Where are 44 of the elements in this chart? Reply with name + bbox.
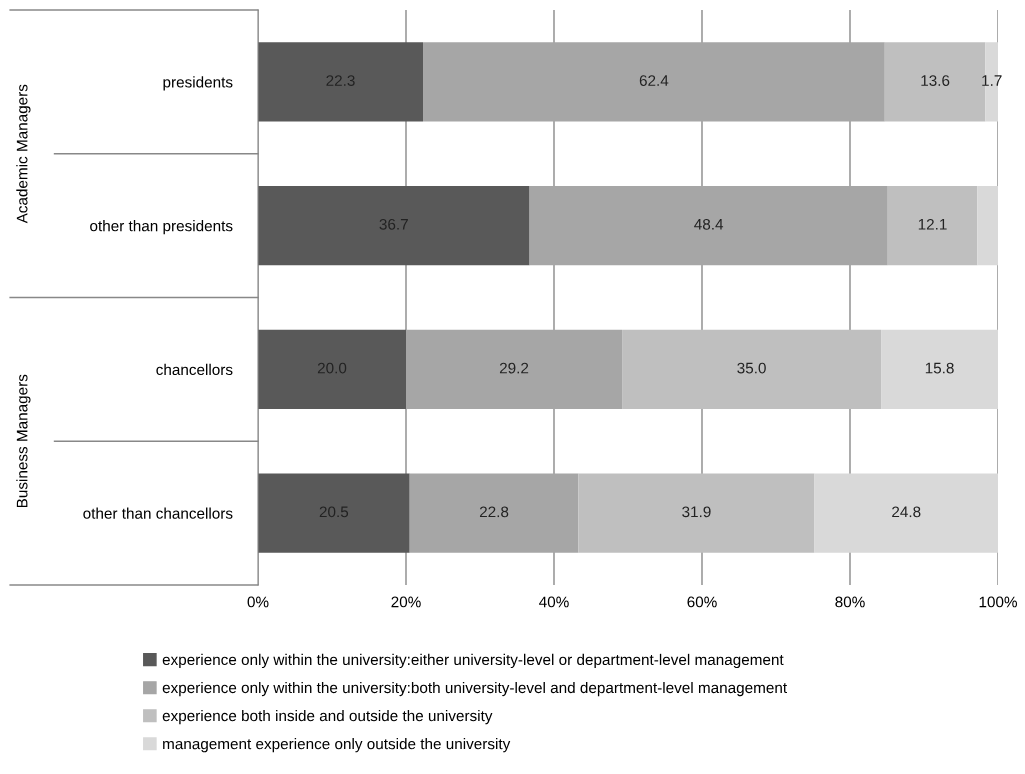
text: Business Managers bbox=[16, 374, 31, 508]
text: Academic Managers bbox=[16, 84, 31, 224]
legend-label: experience only within the university:either university-level or department-level management bbox=[162, 653, 784, 669]
bar bbox=[258, 329, 406, 409]
data-label: 15.8 bbox=[925, 362, 954, 374]
data-label: 35.0 bbox=[737, 362, 766, 374]
legend-label: experience both inside and outside the university bbox=[162, 709, 493, 725]
x-tick-label: 80% bbox=[835, 596, 865, 608]
bar bbox=[258, 473, 410, 553]
bar bbox=[423, 42, 885, 122]
bar bbox=[578, 473, 815, 553]
bar bbox=[622, 329, 882, 409]
x-tick-label: 40% bbox=[539, 596, 569, 608]
data-label: 22.3 bbox=[326, 75, 355, 86]
data-label: 62.4 bbox=[639, 75, 669, 86]
y-tick-label: presidents bbox=[163, 76, 233, 91]
data-label: 13.6 bbox=[921, 75, 950, 86]
data-label: 20.0 bbox=[317, 362, 347, 374]
legend-label: management experience only outside the university bbox=[163, 738, 511, 753]
data-label: 20.5 bbox=[319, 506, 349, 518]
data-label: 31.9 bbox=[682, 506, 711, 518]
y-tick-label: other than presidents bbox=[90, 220, 233, 235]
bar bbox=[258, 42, 424, 122]
x-tick-label: 60% bbox=[687, 596, 717, 608]
bar bbox=[406, 329, 623, 409]
x-tick-label: 20% bbox=[391, 596, 421, 608]
data-label: 22.8 bbox=[479, 506, 509, 518]
data-label: 48.4 bbox=[694, 218, 724, 230]
bar bbox=[881, 329, 998, 409]
y-tick-label: chancellors bbox=[156, 363, 233, 376]
y-tick-label: other than chancellors bbox=[83, 507, 233, 519]
data-label: 1.7 bbox=[982, 75, 1002, 86]
data-label: 29.2 bbox=[499, 362, 529, 374]
bar bbox=[814, 473, 998, 553]
data-label: 24.8 bbox=[892, 506, 921, 518]
bar bbox=[977, 186, 998, 266]
x-tick-label: 0% bbox=[247, 596, 269, 608]
x-tick-label: 100% bbox=[979, 596, 1017, 608]
bar bbox=[887, 186, 978, 266]
bar bbox=[529, 186, 888, 266]
legend-label: experience only within the university:both university-level and department-level management bbox=[162, 681, 787, 697]
data-label: 12.1 bbox=[918, 218, 947, 230]
bar bbox=[409, 473, 579, 553]
bar bbox=[258, 186, 530, 266]
